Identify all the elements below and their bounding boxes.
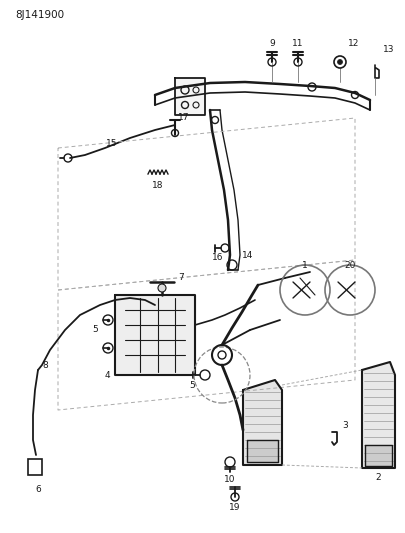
Text: 11: 11 <box>292 38 304 47</box>
Text: 5: 5 <box>92 326 98 335</box>
Text: 19: 19 <box>229 504 241 513</box>
Text: 20: 20 <box>344 261 356 270</box>
Polygon shape <box>362 362 395 468</box>
Text: 16: 16 <box>212 254 224 262</box>
Text: 4: 4 <box>104 370 110 379</box>
Circle shape <box>337 60 343 64</box>
Text: 8J141900: 8J141900 <box>15 10 64 20</box>
Text: 5: 5 <box>189 381 195 390</box>
Text: 12: 12 <box>348 38 359 47</box>
Text: 8: 8 <box>42 360 48 369</box>
Text: 6: 6 <box>35 486 41 495</box>
Text: 3: 3 <box>342 421 348 430</box>
Polygon shape <box>365 445 392 466</box>
Text: 7: 7 <box>178 273 184 282</box>
Polygon shape <box>115 295 195 375</box>
Polygon shape <box>247 440 278 462</box>
Text: 17: 17 <box>178 114 190 123</box>
Circle shape <box>158 284 166 292</box>
Text: 10: 10 <box>224 475 236 484</box>
Text: 1: 1 <box>302 261 308 270</box>
Text: 18: 18 <box>152 181 164 190</box>
Text: 9: 9 <box>269 38 275 47</box>
Text: 14: 14 <box>242 251 254 260</box>
Polygon shape <box>175 78 205 115</box>
Polygon shape <box>243 380 282 465</box>
FancyBboxPatch shape <box>28 459 42 475</box>
Text: 15: 15 <box>106 139 118 148</box>
Text: 2: 2 <box>375 473 381 482</box>
Text: 13: 13 <box>383 45 394 54</box>
